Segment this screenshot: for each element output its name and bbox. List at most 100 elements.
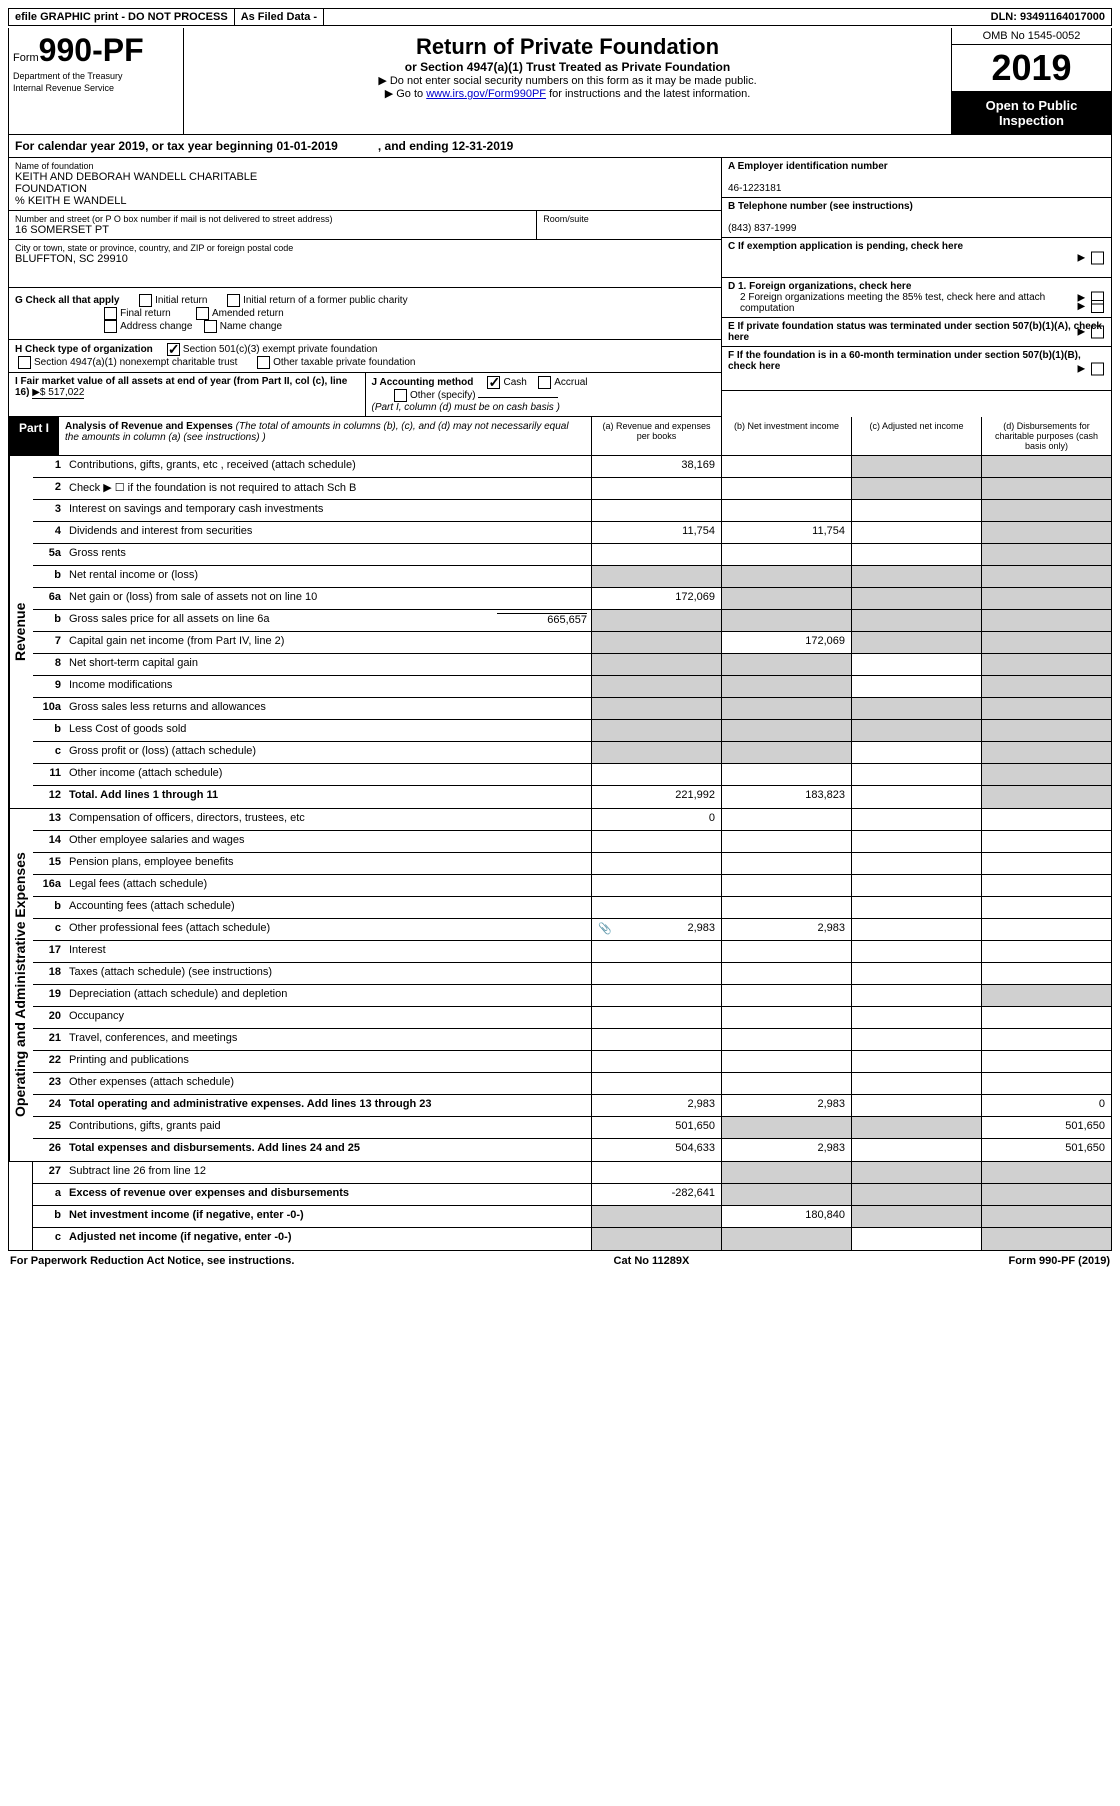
- line-number: b: [33, 566, 65, 587]
- amount-col-b: 180,840: [721, 1206, 851, 1227]
- chk-accrual[interactable]: [538, 376, 551, 389]
- box-d2-label: 2 Foreign organizations meeting the 85% …: [728, 292, 1105, 314]
- amount-col-a: [591, 941, 721, 962]
- amount-col-c: [851, 610, 981, 631]
- line-number: c: [33, 1228, 65, 1250]
- amount-col-a: [591, 632, 721, 653]
- amount-col-d: 0: [981, 1095, 1111, 1116]
- amount-col-d: [981, 897, 1111, 918]
- table-row: 8Net short-term capital gain: [33, 654, 1111, 676]
- expenses-section: Operating and Administrative Expenses 13…: [8, 809, 1112, 1162]
- line-number: b: [33, 720, 65, 741]
- chk-501c3[interactable]: [167, 343, 180, 356]
- amount-col-d: [981, 676, 1111, 697]
- amount-col-b: 172,069: [721, 632, 851, 653]
- chk-other-taxable[interactable]: [257, 356, 270, 369]
- amount-col-a: 38,169: [591, 456, 721, 477]
- chk-other-method[interactable]: [394, 389, 407, 402]
- table-row: 20Occupancy: [33, 1007, 1111, 1029]
- line-description: Contributions, gifts, grants, etc , rece…: [65, 456, 591, 477]
- part1-title: Analysis of Revenue and Expenses: [65, 421, 233, 432]
- chk-60month[interactable]: [1091, 362, 1104, 375]
- year-begin: 01-01-2019: [276, 139, 337, 153]
- attachment-icon[interactable]: 📎: [598, 922, 612, 935]
- amount-col-d: [981, 1206, 1111, 1227]
- year-end: 12-31-2019: [452, 139, 513, 153]
- line-description: Interest: [65, 941, 591, 962]
- amount-col-d: [981, 809, 1111, 830]
- amount-col-c: [851, 654, 981, 675]
- amount-col-a: [591, 963, 721, 984]
- chk-final-return[interactable]: [104, 307, 117, 320]
- amount-col-c: [851, 764, 981, 785]
- chk-name-change[interactable]: [204, 320, 217, 333]
- amount-col-a: 504,633: [591, 1139, 721, 1161]
- chk-exemption-pending[interactable]: [1091, 251, 1104, 264]
- line-description: Other professional fees (attach schedule…: [65, 919, 591, 940]
- chk-initial-return[interactable]: [139, 294, 152, 307]
- amount-col-b: [721, 544, 851, 565]
- amount-col-a: 2,983: [591, 1095, 721, 1116]
- chk-amended[interactable]: [196, 307, 209, 320]
- table-row: cOther professional fees (attach schedul…: [33, 919, 1111, 941]
- amount-col-b: [721, 985, 851, 1006]
- amount-col-a: [591, 764, 721, 785]
- amount-col-a: 501,650: [591, 1117, 721, 1138]
- amount-col-b: [721, 875, 851, 896]
- amount-col-b: [721, 456, 851, 477]
- dept-treasury: Department of the Treasury: [13, 71, 179, 81]
- line-description: Gross rents: [65, 544, 591, 565]
- amount-col-c: [851, 500, 981, 521]
- irs-link[interactable]: www.irs.gov/Form990PF: [426, 88, 546, 100]
- amount-col-c: [851, 522, 981, 543]
- table-row: 4Dividends and interest from securities1…: [33, 522, 1111, 544]
- chk-85pct[interactable]: [1091, 300, 1104, 313]
- chk-addr-change[interactable]: [104, 320, 117, 333]
- amount-col-c: [851, 897, 981, 918]
- amount-col-a: [591, 720, 721, 741]
- table-row: 5aGross rents: [33, 544, 1111, 566]
- amount-col-c: [851, 786, 981, 808]
- chk-cash[interactable]: [487, 376, 500, 389]
- line-number: b: [33, 610, 65, 631]
- amount-col-c: [851, 831, 981, 852]
- amount-col-a: [591, 875, 721, 896]
- amount-col-c: [851, 1029, 981, 1050]
- amount-col-a: [591, 1073, 721, 1094]
- top-bar: efile GRAPHIC print - DO NOT PROCESS As …: [8, 8, 1112, 26]
- revenue-section: Revenue 1Contributions, gifts, grants, e…: [8, 456, 1112, 809]
- chk-4947a1[interactable]: [18, 356, 31, 369]
- amount-col-a: [591, 897, 721, 918]
- amount-col-b: [721, 853, 851, 874]
- amount-col-c: [851, 809, 981, 830]
- amount-col-a: [591, 610, 721, 631]
- table-row: bNet rental income or (loss): [33, 566, 1111, 588]
- line-number: c: [33, 742, 65, 763]
- amount-col-c: [851, 1007, 981, 1028]
- as-filed: As Filed Data -: [235, 9, 324, 25]
- line-number: 24: [33, 1095, 65, 1116]
- amount-col-b: [721, 1073, 851, 1094]
- amount-col-b: [721, 742, 851, 763]
- part1-header: Part I Analysis of Revenue and Expenses …: [8, 417, 1112, 456]
- amount-col-a: [591, 698, 721, 719]
- amount-col-a: [591, 1228, 721, 1250]
- line-number: a: [33, 1184, 65, 1205]
- table-row: 3Interest on savings and temporary cash …: [33, 500, 1111, 522]
- table-row: bGross sales price for all assets on lin…: [33, 610, 1111, 632]
- amount-col-b: [721, 897, 851, 918]
- amount-col-a: 11,754: [591, 522, 721, 543]
- line-description: Subtract line 26 from line 12: [65, 1162, 591, 1183]
- paperwork-notice: For Paperwork Reduction Act Notice, see …: [10, 1255, 294, 1267]
- amount-col-d: [981, 831, 1111, 852]
- chk-terminated[interactable]: [1091, 326, 1104, 339]
- amount-col-c: [851, 941, 981, 962]
- table-row: 11Other income (attach schedule): [33, 764, 1111, 786]
- chk-initial-former[interactable]: [227, 294, 240, 307]
- line-number: 17: [33, 941, 65, 962]
- table-row: 7Capital gain net income (from Part IV, …: [33, 632, 1111, 654]
- amount-col-b: [721, 963, 851, 984]
- line-number: 15: [33, 853, 65, 874]
- table-row: 25Contributions, gifts, grants paid501,6…: [33, 1117, 1111, 1139]
- efile-notice: efile GRAPHIC print - DO NOT PROCESS: [9, 9, 235, 25]
